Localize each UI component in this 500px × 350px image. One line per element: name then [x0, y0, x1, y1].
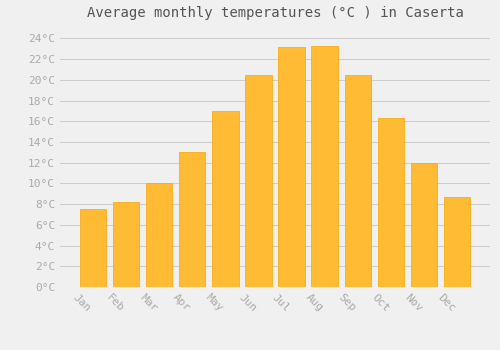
Bar: [80, 209, 106, 287]
Bar: [378, 118, 404, 287]
Title: Average monthly temperatures (°C ) in Caserta: Average monthly temperatures (°C ) in Ca…: [86, 6, 464, 20]
Bar: [146, 183, 172, 287]
Bar: [278, 47, 305, 287]
Bar: [112, 202, 139, 287]
Bar: [444, 197, 470, 287]
Bar: [312, 46, 338, 287]
Bar: [411, 163, 438, 287]
Bar: [344, 75, 371, 287]
Bar: [212, 111, 238, 287]
Bar: [179, 152, 206, 287]
Bar: [245, 75, 272, 287]
